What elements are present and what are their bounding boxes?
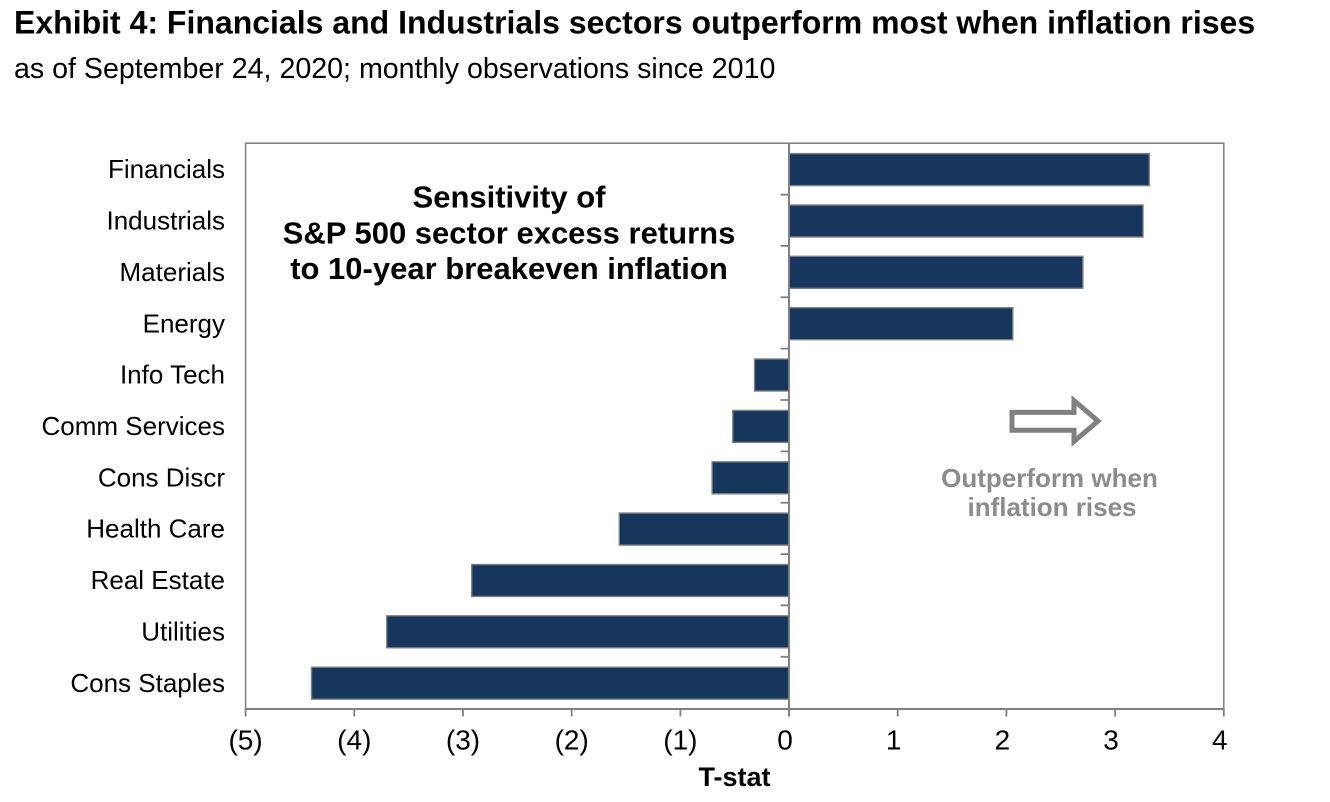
svg-text:Info Tech: Info Tech (120, 360, 225, 390)
svg-text:Exhibit 4: Financials and Indu: Exhibit 4: Financials and Industrials se… (14, 5, 1255, 41)
svg-text:4: 4 (1212, 725, 1228, 756)
svg-text:(2): (2) (555, 725, 589, 756)
svg-text:to 10-year breakeven inflation: to 10-year breakeven inflation (290, 251, 728, 286)
svg-text:2: 2 (995, 725, 1011, 756)
svg-text:1: 1 (886, 725, 902, 756)
svg-text:0: 0 (777, 725, 793, 756)
svg-text:(3): (3) (446, 725, 480, 756)
svg-text:Energy: Energy (143, 308, 225, 338)
svg-text:(5): (5) (228, 725, 262, 756)
svg-text:Real Estate: Real Estate (91, 565, 225, 595)
svg-text:inflation rises: inflation rises (967, 492, 1136, 522)
svg-text:Outperform when: Outperform when (941, 463, 1158, 493)
svg-text:Utilities: Utilities (141, 616, 225, 646)
svg-text:Health Care: Health Care (86, 514, 225, 544)
svg-text:Materials: Materials (120, 257, 225, 287)
svg-text:Comm Services: Comm Services (42, 411, 225, 441)
svg-text:as of September 24, 2020; mont: as of September 24, 2020; monthly observ… (14, 53, 775, 85)
svg-text:Sensitivity of: Sensitivity of (413, 180, 607, 215)
svg-text:T-stat: T-stat (698, 762, 770, 792)
svg-text:Cons Discr: Cons Discr (98, 462, 225, 492)
svg-text:S&P 500 sector excess returns: S&P 500 sector excess returns (283, 215, 736, 250)
svg-text:Financials: Financials (108, 154, 225, 184)
svg-text:Industrials: Industrials (107, 206, 226, 236)
svg-text:Cons Staples: Cons Staples (70, 668, 225, 698)
svg-text:(4): (4) (337, 725, 371, 756)
svg-text:(1): (1) (663, 725, 697, 756)
svg-text:3: 3 (1103, 725, 1119, 756)
